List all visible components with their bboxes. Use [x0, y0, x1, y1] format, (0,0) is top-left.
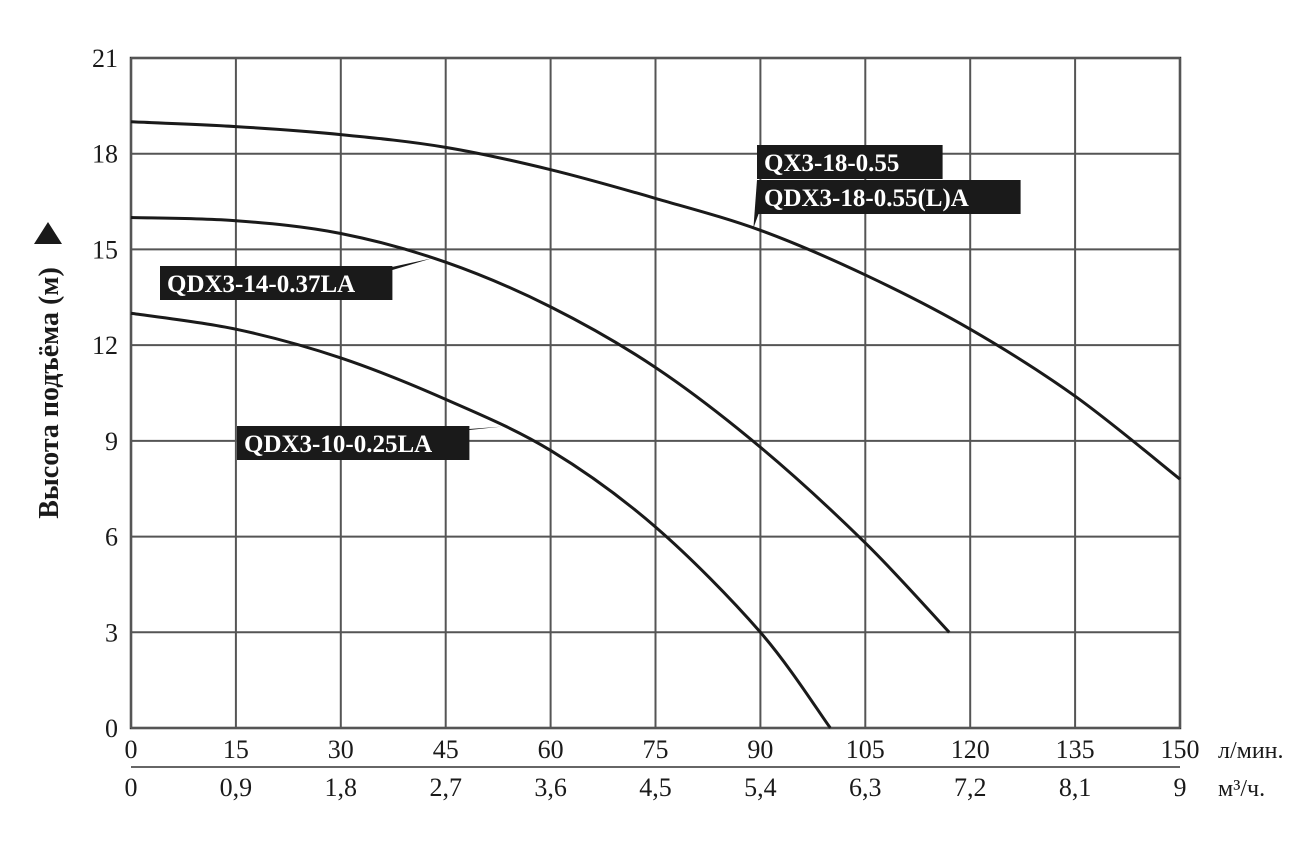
x-tick-label-secondary: 0,9 [220, 773, 253, 802]
x-tick-label-primary: 60 [538, 735, 564, 764]
series-label-box [757, 145, 943, 179]
x-tick-label-primary: 150 [1161, 735, 1200, 764]
y-tick-label: 6 [105, 523, 118, 552]
x-tick-label-primary: 75 [643, 735, 669, 764]
x-tick-label-primary: 90 [747, 735, 773, 764]
chart-grid [129, 56, 1182, 768]
y-tick-label: 9 [105, 427, 118, 456]
x-tick-label-secondary: 3,6 [534, 773, 567, 802]
x-tick-label-secondary: 8,1 [1059, 773, 1092, 802]
x-tick-label-secondary: 9 [1174, 773, 1187, 802]
y-tick-label: 3 [105, 618, 118, 647]
x-tick-label-primary: 135 [1056, 735, 1095, 764]
series-label-box [757, 180, 1021, 214]
x-tick-label-primary: 0 [125, 735, 138, 764]
x-tick-label-primary: 30 [328, 735, 354, 764]
y-tick-label: 12 [92, 331, 118, 360]
x-tick-label-primary: 45 [433, 735, 459, 764]
y-tick-label: 0 [105, 714, 118, 743]
series-curve [130, 216, 951, 634]
label-pointer [378, 258, 432, 270]
series-label: QX3-18-0.55 [764, 150, 899, 177]
series-label-box [160, 266, 393, 300]
x-tick-label-secondary: 7,2 [954, 773, 987, 802]
x-tick-label-secondary: 4,5 [639, 773, 672, 802]
y-tick-label: 18 [92, 140, 118, 169]
x-tick-label-secondary: 5,4 [744, 773, 777, 802]
curve-labels: QX3-18-0.55 QDX3-18-0.55(L)A QDX3-14-0.37L… [160, 145, 1021, 460]
y-axis-arrow-icon [34, 222, 62, 244]
series-curve [130, 120, 1181, 481]
x-unit-primary: л/мин. [1218, 738, 1284, 764]
label-pointer [455, 426, 502, 430]
series-label: QDX3-10-0.25LA [244, 431, 432, 458]
label-pointer [753, 180, 771, 229]
series-label: QDX3-18-0.55(L)A [764, 185, 969, 212]
axis-ticks: 00150,9301,8452,7603,6754,5905,41056,312… [92, 44, 1200, 802]
x-tick-label-secondary: 0 [125, 773, 138, 802]
y-tick-label: 15 [92, 235, 118, 264]
x-tick-label-primary: 120 [951, 735, 990, 764]
x-unit-secondary: м³/ч. [1218, 776, 1265, 802]
x-tick-label-secondary: 2,7 [429, 773, 462, 802]
x-tick-label-secondary: 1,8 [325, 773, 358, 802]
series-label: QDX3-14-0.37LA [167, 271, 355, 298]
series-label-box [237, 426, 470, 460]
y-axis-label: Высота подъёма (м) [34, 267, 65, 519]
chart-curves [130, 120, 1181, 729]
series-curve [130, 311, 832, 729]
x-tick-label-primary: 15 [223, 735, 249, 764]
y-tick-label: 21 [92, 44, 118, 73]
x-tick-label-secondary: 6,3 [849, 773, 882, 802]
x-tick-label-primary: 105 [846, 735, 885, 764]
